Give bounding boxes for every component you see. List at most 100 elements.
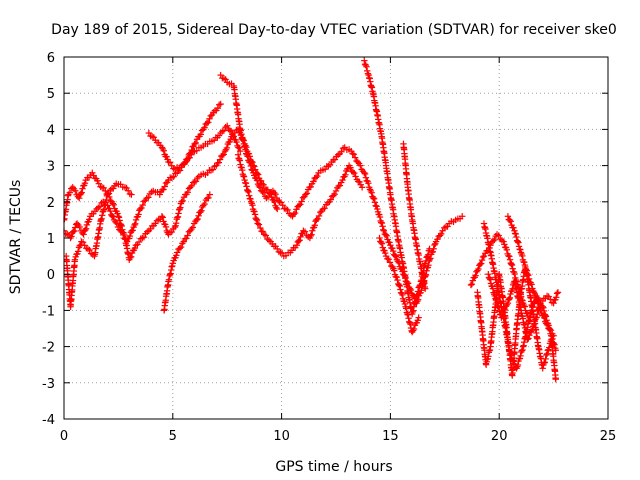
data-point [521, 261, 529, 269]
data-point [132, 220, 139, 227]
data-point [378, 240, 386, 247]
data-point [115, 214, 123, 221]
data-point [487, 276, 494, 283]
data-point [164, 281, 172, 289]
data-point [517, 290, 524, 297]
data-point [142, 197, 149, 204]
data-point [211, 163, 218, 170]
data-point [416, 281, 424, 289]
data-point [489, 285, 497, 292]
data-point [184, 189, 191, 196]
data-point [179, 240, 186, 247]
data-point [206, 115, 213, 122]
data-point [513, 233, 520, 241]
data-point [208, 138, 216, 145]
data-point [492, 295, 500, 303]
data-point [173, 249, 181, 256]
data-point [386, 189, 394, 196]
data-point [486, 346, 494, 354]
y-tick-label: -4 [42, 413, 55, 428]
axis-ticks: 0 5 10 15 20 25 -4 -3 -2 -1 0 1 2 3 4 5 6 [42, 51, 616, 444]
data-point [76, 223, 83, 231]
data-point [378, 130, 385, 138]
data-point [203, 119, 211, 127]
data-point [425, 247, 433, 254]
data-point [157, 142, 164, 149]
data-point [370, 194, 377, 202]
data-point [265, 236, 273, 244]
data-point [394, 276, 401, 284]
data-point [549, 330, 556, 338]
data-point [282, 205, 290, 213]
data-point [317, 209, 324, 216]
data-point [506, 256, 514, 263]
data-point [397, 286, 404, 293]
data-point [245, 188, 252, 196]
data-point [303, 190, 311, 197]
data-point [229, 131, 236, 138]
data-point [97, 183, 104, 190]
data-point [135, 211, 142, 218]
data-point [138, 204, 145, 212]
data-point [298, 198, 305, 205]
data-point [356, 178, 363, 186]
data-point [399, 260, 407, 267]
data-point [195, 144, 203, 151]
data-point [140, 234, 148, 241]
data-point [126, 232, 134, 240]
data-point [519, 252, 526, 260]
data-point [173, 252, 180, 259]
data-point [82, 226, 89, 234]
data-point [251, 211, 259, 218]
y-tick-label: -3 [42, 377, 55, 392]
data-point [112, 218, 119, 225]
data-point [521, 303, 528, 310]
data-point [249, 167, 256, 174]
data-point [510, 224, 517, 232]
data-point [72, 187, 79, 194]
data-point [542, 295, 549, 302]
data-point [424, 251, 432, 259]
data-point [188, 182, 195, 190]
data-point [287, 211, 295, 219]
data-point [84, 245, 92, 253]
data-point [506, 216, 513, 224]
data-point [261, 193, 269, 200]
y-tick-label: 4 [47, 123, 55, 138]
data-point [244, 153, 251, 160]
data-point [189, 148, 197, 155]
data-point [77, 190, 85, 197]
data-point [119, 183, 126, 191]
data-point [338, 148, 345, 155]
data-point [382, 159, 389, 166]
data-point [468, 280, 476, 288]
data-point [105, 190, 113, 197]
data-point [307, 183, 314, 191]
data-point [264, 193, 272, 201]
data-point [417, 260, 424, 268]
data-point [434, 236, 441, 243]
data-point [160, 186, 167, 193]
data-point [531, 320, 538, 327]
data-point [83, 245, 90, 252]
data-point [169, 262, 176, 270]
data-point [421, 283, 428, 291]
data-point [161, 183, 168, 190]
data-point [331, 191, 338, 198]
data-point [414, 317, 421, 324]
data-point [201, 200, 208, 208]
data-point [491, 236, 498, 244]
data-point [535, 303, 543, 311]
data-point [108, 212, 116, 220]
data-point [514, 361, 522, 369]
grid [64, 57, 608, 419]
data-point [254, 171, 262, 178]
data-point [319, 166, 327, 174]
data-point [534, 342, 542, 349]
data-point [314, 172, 321, 180]
data-point [526, 318, 533, 325]
data-point [352, 173, 359, 180]
data-point [110, 201, 117, 209]
data-point [554, 289, 562, 296]
data-point [526, 332, 533, 339]
